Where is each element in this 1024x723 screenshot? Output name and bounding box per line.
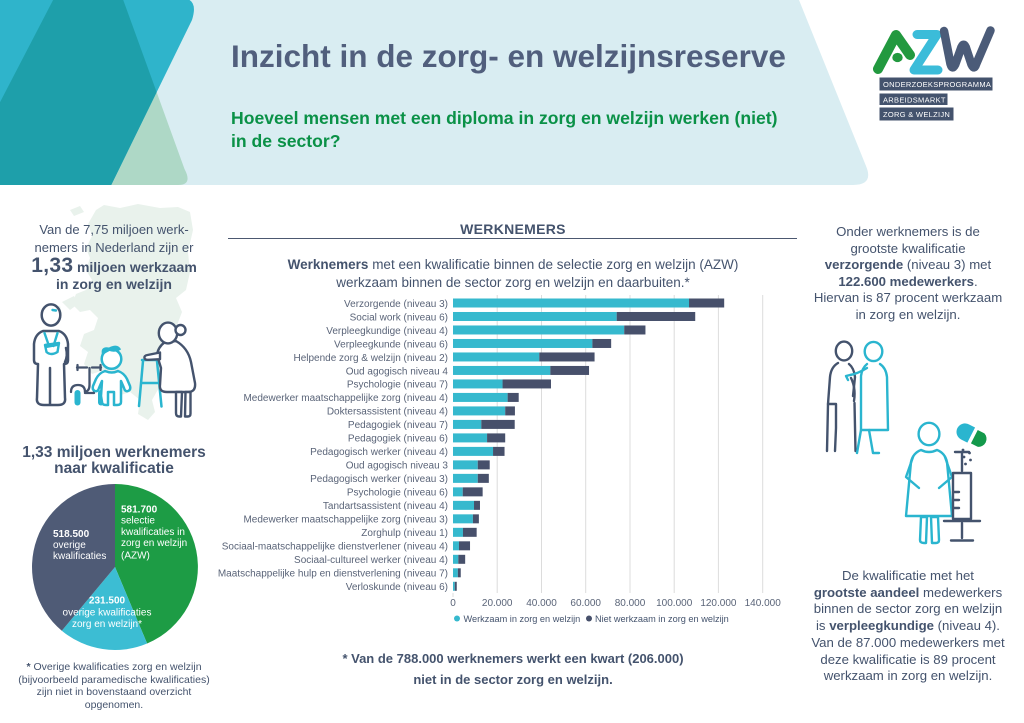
svg-text:Oud agogisch niveau 4: Oud agogisch niveau 4	[346, 366, 449, 377]
svg-text:Medewerker maatschappelijke zo: Medewerker maatschappelijke zorg (niveau…	[243, 515, 448, 526]
svg-text:Social work (niveau 6): Social work (niveau 6)	[350, 312, 448, 323]
svg-text:Medewerker maatschappelijke zo: Medewerker maatschappelijke zorg (niveau…	[243, 393, 448, 404]
svg-text:Verloskunde (niveau 6): Verloskunde (niveau 6)	[346, 582, 448, 593]
svg-text:Oud agogisch niveau 3: Oud agogisch niveau 3	[346, 461, 449, 472]
svg-text:Verpleegkunde (niveau 6): Verpleegkunde (niveau 6)	[334, 339, 448, 350]
svg-text:60.000: 60.000	[570, 598, 601, 609]
svg-text:0: 0	[450, 598, 456, 609]
svg-text:kwalificaties: kwalificaties	[53, 551, 106, 562]
svg-text:Pedagogisch werker (niveau 3): Pedagogisch werker (niveau 3)	[310, 474, 448, 485]
svg-text:100.000: 100.000	[656, 598, 693, 609]
svg-text:Verzorgende (niveau 3): Verzorgende (niveau 3)	[344, 299, 448, 310]
svg-text:ONDERZOEKSPROGRAMMA: ONDERZOEKSPROGRAMMA	[883, 80, 991, 89]
svg-text:Helpende zorg & welzijn (nivea: Helpende zorg & welzijn (niveau 2)	[293, 353, 448, 364]
svg-text:Pedagogiek (niveau 7): Pedagogiek (niveau 7)	[348, 420, 448, 431]
svg-text:140.000: 140.000	[745, 598, 782, 609]
svg-text:Pedagogiek (niveau 6): Pedagogiek (niveau 6)	[348, 434, 448, 445]
svg-text:Verpleegkundige (niveau 4): Verpleegkundige (niveau 4)	[326, 326, 448, 337]
svg-text:40.000: 40.000	[526, 598, 557, 609]
svg-text:Psychologie (niveau 6): Psychologie (niveau 6)	[347, 488, 448, 499]
svg-text:Sociaal-cultureel werker (nive: Sociaal-cultureel werker (niveau 4)	[294, 555, 448, 566]
svg-text:Zorghulp (niveau 1): Zorghulp (niveau 1)	[361, 528, 448, 539]
svg-text:zorg en welzijn: zorg en welzijn	[121, 538, 187, 549]
svg-text:231.500: 231.500	[89, 596, 126, 607]
svg-text:selectie: selectie	[121, 516, 155, 527]
svg-text:80.000: 80.000	[615, 598, 646, 609]
svg-text:overige: overige	[53, 540, 86, 551]
svg-text:581.700: 581.700	[121, 505, 158, 516]
svg-text:ARBEIDSMARKT: ARBEIDSMARKT	[883, 96, 946, 105]
svg-text:Pedagogisch werker (niveau 4): Pedagogisch werker (niveau 4)	[310, 447, 448, 458]
svg-text:zorg en welzijn*: zorg en welzijn*	[72, 619, 142, 630]
svg-text:Psychologie (niveau 7): Psychologie (niveau 7)	[347, 380, 448, 391]
svg-text:overige kwalificaties: overige kwalificaties	[63, 608, 152, 619]
svg-text:kwalificaties in: kwalificaties in	[121, 527, 185, 538]
svg-text:Werkzaam in zorg en welzijn: Werkzaam in zorg en welzijn	[464, 614, 581, 624]
svg-text:ZORG & WELZIJN: ZORG & WELZIJN	[883, 110, 950, 119]
svg-text:Maatschappelijke hulp en diens: Maatschappelijke hulp en dienstverlening…	[218, 569, 448, 580]
svg-text:120.000: 120.000	[700, 598, 737, 609]
svg-text:Niet werkzaam in zorg en welzi: Niet werkzaam in zorg en welzijn	[595, 614, 729, 624]
svg-text:Doktersassistent (niveau 4): Doktersassistent (niveau 4)	[327, 407, 448, 418]
svg-text:20.000: 20.000	[482, 598, 513, 609]
svg-text:Sociaal-maatschappelijke diens: Sociaal-maatschappelijke dienstverlener …	[222, 542, 448, 553]
svg-text:518.500: 518.500	[53, 529, 90, 540]
svg-text:Tandartsassistent (niveau 4): Tandartsassistent (niveau 4)	[323, 501, 448, 512]
svg-text:(AZW): (AZW)	[121, 551, 150, 562]
